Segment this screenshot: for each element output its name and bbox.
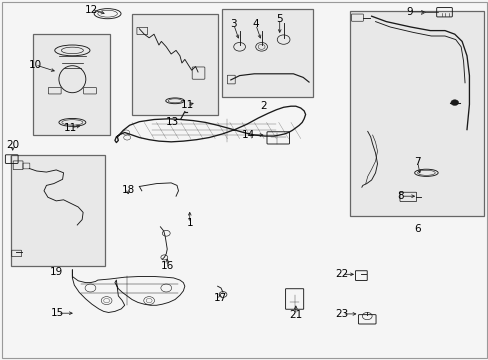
Bar [349,11,483,216]
Text: 13: 13 [165,117,179,127]
Text: 11: 11 [64,123,78,133]
Text: 17: 17 [213,293,226,303]
Text: 12: 12 [85,5,99,15]
Bar [33,34,110,135]
Text: 1: 1 [186,218,193,228]
Text: 11: 11 [180,100,194,110]
Text: 7: 7 [413,157,420,167]
Text: 9: 9 [406,7,412,17]
Circle shape [450,100,458,105]
Text: 22: 22 [335,269,348,279]
Text: 4: 4 [252,19,259,30]
Text: 18: 18 [121,185,135,195]
Text: 6: 6 [413,224,420,234]
Text: 10: 10 [29,60,41,70]
Text: 23: 23 [335,309,348,319]
Text: 3: 3 [230,19,237,30]
Text: 8: 8 [397,191,404,201]
Text: 14: 14 [241,130,255,140]
Text: 5: 5 [276,14,283,24]
Text: 2: 2 [260,101,267,111]
Text: 15: 15 [51,308,64,318]
Text: 21: 21 [288,310,302,320]
Text: 20: 20 [6,140,19,150]
Bar [132,14,217,115]
Bar [11,155,105,266]
Bar [222,9,312,97]
Text: 16: 16 [160,261,174,271]
Text: 19: 19 [49,267,63,277]
